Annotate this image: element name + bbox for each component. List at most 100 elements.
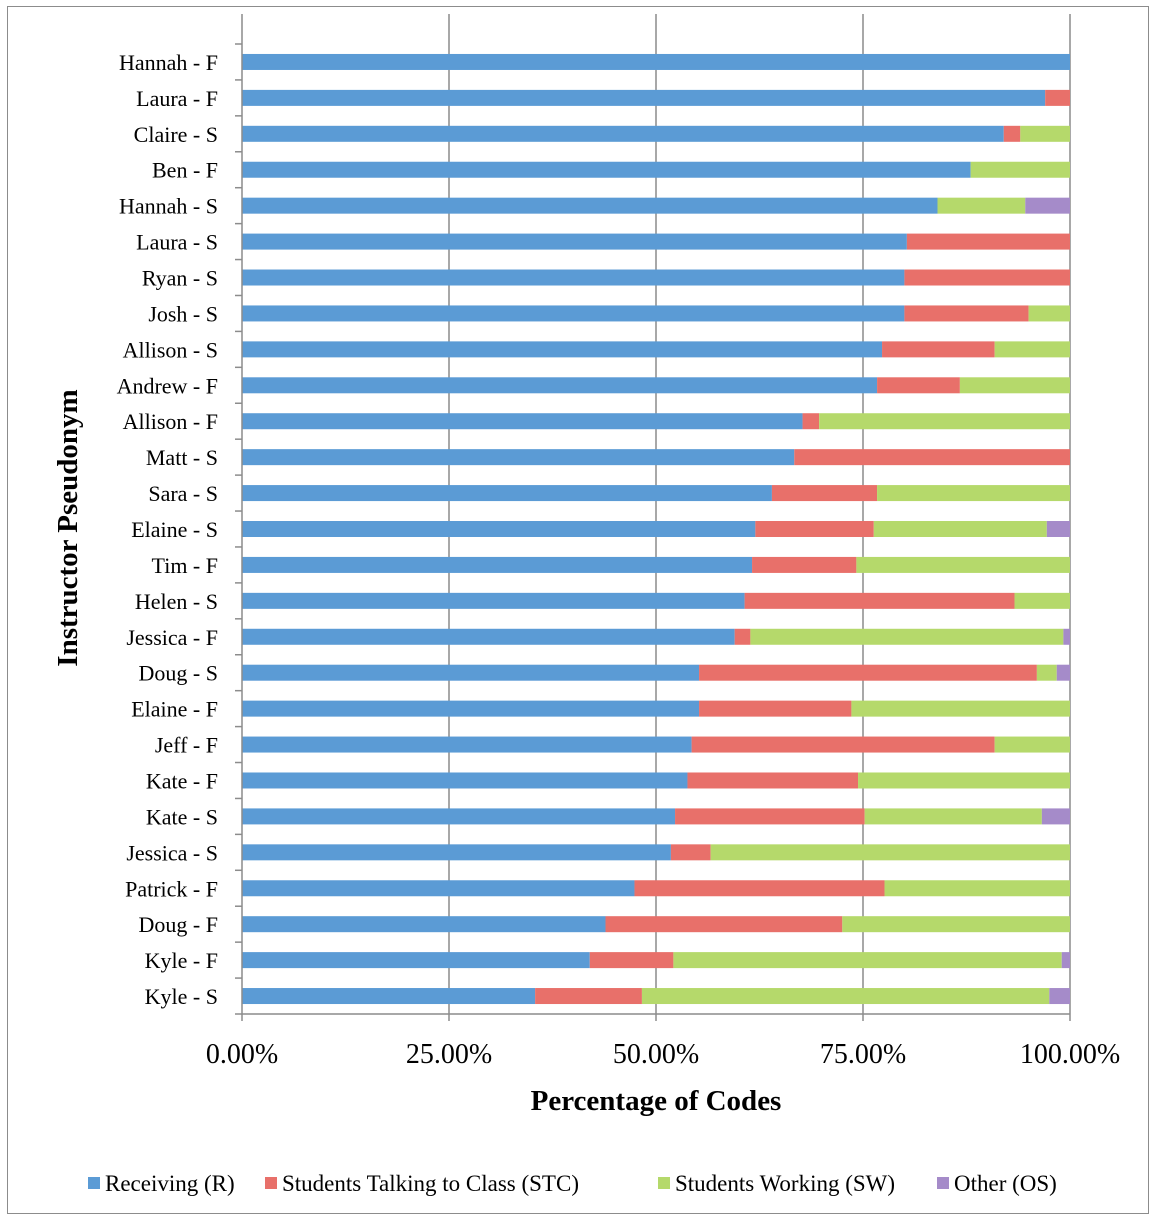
bar-segment [1063, 628, 1070, 645]
bar-segment [794, 449, 1070, 466]
bar-segment [842, 916, 1070, 933]
category-label: Tim - F [152, 553, 218, 578]
bar-segment [994, 341, 1070, 358]
bar-segment [242, 53, 1070, 70]
category-label: Claire - S [134, 122, 218, 147]
bar-segment [699, 700, 852, 717]
bar-segment [802, 413, 820, 430]
x-tick-label: 0.00% [206, 1039, 278, 1070]
bar-segment [242, 197, 938, 214]
bar-segment [691, 736, 995, 753]
bar-segment [1056, 664, 1070, 681]
bar-segment [906, 233, 1070, 250]
bar-segment [884, 880, 1070, 897]
legend-swatch [937, 1177, 949, 1189]
bar-segment [744, 592, 1015, 609]
bar-segment [242, 233, 907, 250]
bar-segment [242, 413, 803, 430]
bar-segment [242, 664, 700, 681]
x-tick-label: 25.00% [406, 1039, 492, 1070]
bar-segment [242, 521, 756, 537]
bar-segment [771, 485, 878, 502]
bar-segment [242, 952, 590, 969]
bar-segment [994, 736, 1070, 753]
bar-segment [242, 772, 688, 789]
bar-segment [1014, 592, 1070, 609]
legend-label: Students Talking to Class (STC) [282, 1171, 579, 1196]
category-label: Matt - S [146, 445, 218, 470]
axes: 0.00% 25.00% 50.00% 75.00% 100.00% Hannah - F… [117, 14, 1120, 1070]
bar-segment [589, 952, 674, 969]
bar-segment [242, 808, 676, 825]
x-tick-label: 75.00% [820, 1039, 906, 1070]
category-label: Ryan - S [142, 266, 218, 291]
bar-segment [970, 161, 1070, 178]
bar-segment [242, 125, 1004, 142]
bar-segment [959, 377, 1070, 394]
bar-segment [242, 592, 745, 609]
legend: Receiving (R) Students Talking to Class (… [88, 1171, 1057, 1196]
category-label: Helen - S [135, 589, 218, 614]
category-label: Allison - F [123, 409, 218, 434]
category-label: Doug - S [139, 661, 218, 686]
legend-label: Students Working (SW) [675, 1171, 895, 1196]
bar-segment [242, 485, 772, 502]
legend-label: Other (OS) [954, 1171, 1057, 1196]
bar-segment [864, 808, 1042, 825]
category-label: Allison - S [123, 337, 218, 362]
category-label: Hannah - F [119, 50, 218, 75]
bar-segment [1003, 125, 1021, 142]
y-axis-title: Instructor Pseudonym [52, 389, 84, 666]
bar-segment [670, 844, 711, 861]
category-label: Josh - S [148, 301, 218, 326]
bar-segment [851, 700, 1070, 717]
category-label: Jeff - F [155, 733, 218, 758]
bar-segment [242, 449, 795, 466]
bar-segment [634, 880, 885, 897]
bar-segment [904, 305, 1029, 322]
bar-segment [242, 628, 735, 645]
bar-segment [242, 305, 905, 322]
bar-segment [1049, 988, 1070, 1005]
category-label: Kate - S [146, 804, 218, 829]
bar-segment [819, 413, 1070, 430]
bar-segment [605, 916, 843, 933]
legend-label: Receiving (R) [105, 1171, 235, 1196]
category-label: Laura - F [136, 86, 218, 111]
bar-segment [904, 269, 1070, 286]
bar-segment [1020, 125, 1070, 142]
bar-segment [242, 844, 671, 861]
category-label: Patrick - F [125, 876, 218, 901]
bar-segment [755, 521, 874, 537]
bar-segment [1041, 808, 1070, 825]
bar-segment [750, 628, 1064, 645]
bars [242, 53, 1070, 1005]
bar-segment [1046, 521, 1070, 537]
bar-segment [675, 808, 865, 825]
bar-segment [242, 556, 753, 573]
category-label: Elaine - F [131, 697, 218, 722]
category-label: Andrew - F [117, 373, 218, 398]
bar-segment [242, 916, 606, 933]
bar-segment [1061, 952, 1070, 969]
bar-segment [242, 269, 905, 286]
x-axis-title: Percentage of Codes [531, 1085, 782, 1117]
bar-segment [687, 772, 859, 789]
bar-segment [1045, 89, 1070, 106]
bar-segment [873, 521, 1047, 537]
bar-segment [877, 485, 1070, 502]
bar-segment [242, 377, 878, 394]
category-label: Elaine - S [131, 517, 218, 542]
bar-segment [641, 988, 1050, 1005]
category-label: Laura - S [136, 230, 218, 255]
category-label: Doug - F [139, 912, 218, 937]
bar-segment [535, 988, 642, 1005]
category-label: Kyle - F [145, 948, 218, 973]
x-tick-label: 50.00% [613, 1039, 699, 1070]
category-label: Jessica - S [126, 840, 218, 865]
bar-segment [699, 664, 1037, 681]
bar-segment [673, 952, 1062, 969]
bar-segment [882, 341, 995, 358]
bar-segment [877, 377, 960, 394]
